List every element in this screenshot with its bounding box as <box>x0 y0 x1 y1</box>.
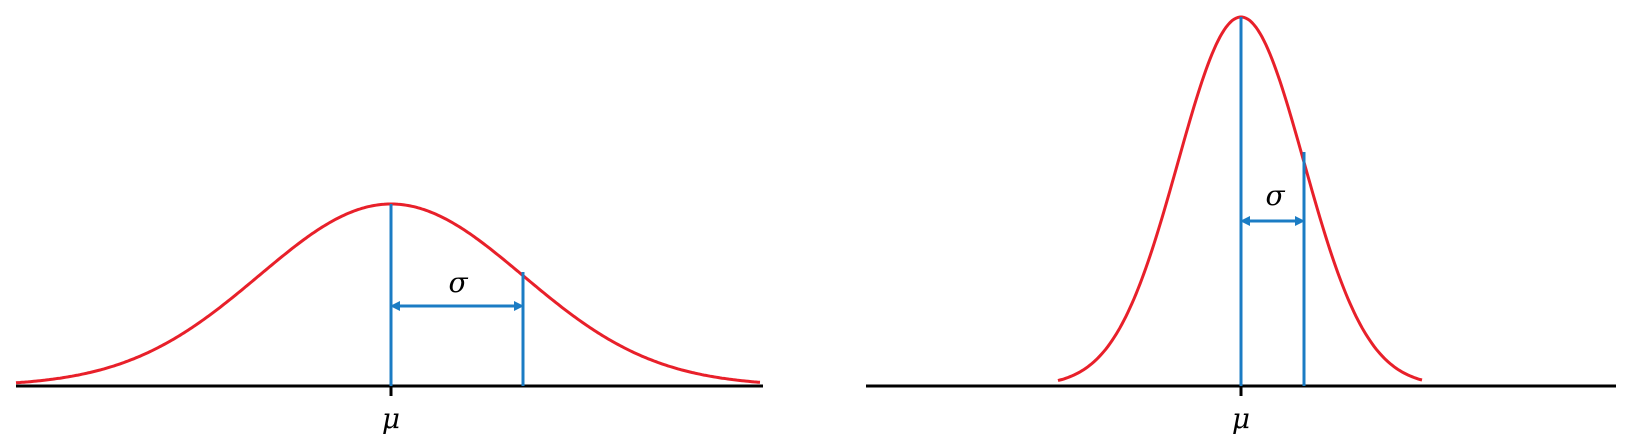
wide-mean-label: μ <box>382 402 400 435</box>
narrow-mean-label: μ <box>1232 402 1250 435</box>
narrow-curve-panel: σ μ <box>866 15 1616 435</box>
wide-sigma-label: σ <box>448 266 468 299</box>
narrow-sigma-label: σ <box>1265 179 1285 212</box>
wide-curve-panel: σ μ <box>15 202 763 435</box>
wide-normal-curve-line <box>15 202 761 385</box>
